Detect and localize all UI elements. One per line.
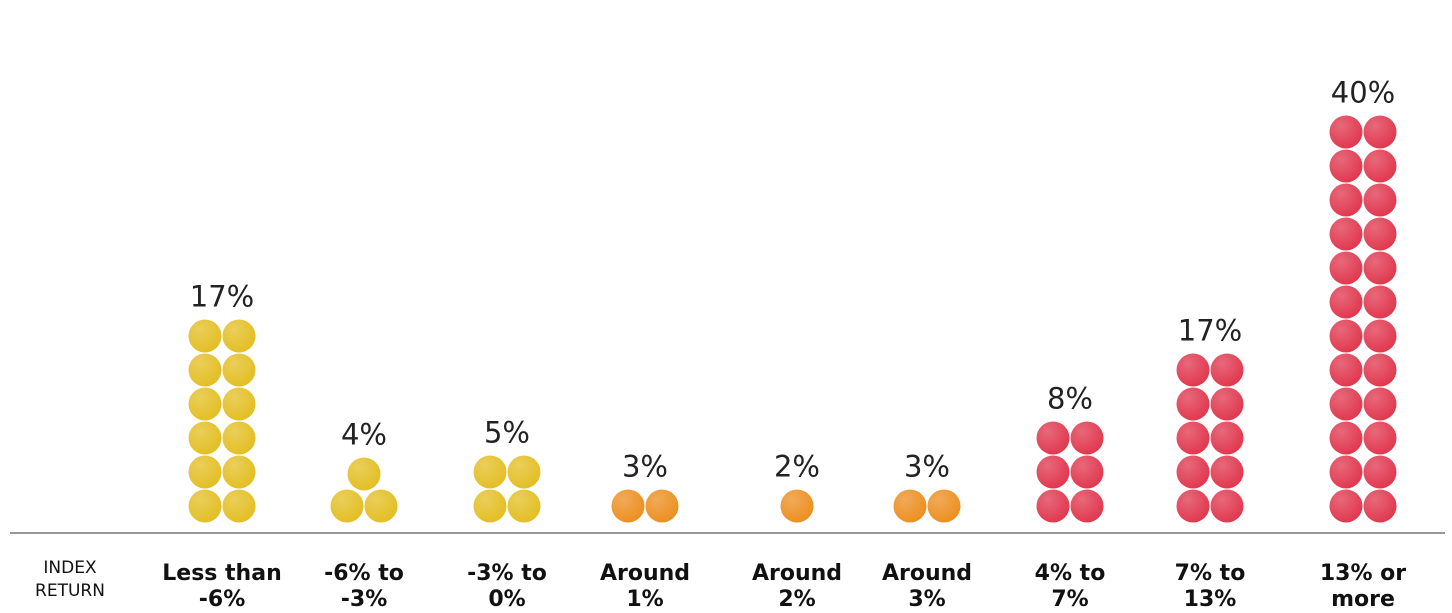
dot-1-12 xyxy=(222,319,256,353)
dot-3-2 xyxy=(507,489,541,523)
value-label-6: 3% xyxy=(904,450,950,484)
dot-9-13 xyxy=(1329,285,1363,319)
dot-8-8 xyxy=(1210,387,1244,421)
category-label-5-line-1: Around xyxy=(752,561,842,586)
dot-1-6 xyxy=(222,421,256,455)
category-label-7-line-2: 7% xyxy=(1051,587,1088,612)
category-label-4-line-1: Around xyxy=(600,561,690,586)
dot-8-2 xyxy=(1210,489,1244,523)
dot-2-3 xyxy=(347,457,381,491)
dot-3-1 xyxy=(473,489,507,523)
dot-9-20 xyxy=(1363,183,1397,217)
dot-8-1 xyxy=(1176,489,1210,523)
x-axis-title-line-1: INDEX xyxy=(43,558,97,578)
dot-1-8 xyxy=(222,387,256,421)
dot-6-2 xyxy=(927,489,961,523)
dot-9-3 xyxy=(1329,455,1363,489)
dot-9-24 xyxy=(1363,115,1397,149)
category-label-6-line-2: 3% xyxy=(908,587,945,612)
dot-1-10 xyxy=(222,353,256,387)
dot-8-5 xyxy=(1176,421,1210,455)
category-label-2-line-2: -3% xyxy=(341,587,387,612)
dot-9-11 xyxy=(1329,319,1363,353)
category-label-9-line-1: 13% or xyxy=(1320,561,1406,586)
dot-7-6 xyxy=(1070,421,1104,455)
dot-1-4 xyxy=(222,455,256,489)
dot-1-5 xyxy=(188,421,222,455)
dot-9-18 xyxy=(1363,217,1397,251)
dot-8-7 xyxy=(1176,387,1210,421)
dot-9-17 xyxy=(1329,217,1363,251)
category-label-8-line-1: 7% to xyxy=(1175,561,1246,586)
category-label-1-line-2: -6% xyxy=(199,587,245,612)
dot-8-4 xyxy=(1210,455,1244,489)
value-label-2: 4% xyxy=(341,418,387,452)
category-label-9-line-2: more xyxy=(1331,587,1395,612)
dot-9-2 xyxy=(1363,489,1397,523)
dot-1-7 xyxy=(188,387,222,421)
dot-2-1 xyxy=(330,489,364,523)
dot-9-16 xyxy=(1363,251,1397,285)
dot-9-15 xyxy=(1329,251,1363,285)
dot-8-10 xyxy=(1210,353,1244,387)
dot-1-2 xyxy=(222,489,256,523)
dot-7-2 xyxy=(1070,489,1104,523)
dot-8-6 xyxy=(1210,421,1244,455)
category-label-2-line-1: -6% to xyxy=(324,561,404,586)
value-label-7: 8% xyxy=(1047,382,1093,416)
dot-9-22 xyxy=(1363,149,1397,183)
category-label-5-line-2: 2% xyxy=(778,587,815,612)
dot-3-4 xyxy=(507,455,541,489)
value-label-3: 5% xyxy=(484,416,530,450)
dot-9-14 xyxy=(1363,285,1397,319)
dot-9-12 xyxy=(1363,319,1397,353)
value-label-9: 40% xyxy=(1331,76,1395,110)
category-label-1-line-1: Less than xyxy=(162,561,281,586)
dot-3-3 xyxy=(473,455,507,489)
dot-2-2 xyxy=(364,489,398,523)
value-label-8: 17% xyxy=(1178,314,1242,348)
dot-9-6 xyxy=(1363,421,1397,455)
dot-5-1 xyxy=(780,489,814,523)
dot-9-10 xyxy=(1363,353,1397,387)
dot-9-7 xyxy=(1329,387,1363,421)
value-label-4: 3% xyxy=(622,450,668,484)
dot-9-19 xyxy=(1329,183,1363,217)
dot-9-5 xyxy=(1329,421,1363,455)
value-label-5: 2% xyxy=(774,450,820,484)
dot-7-5 xyxy=(1036,421,1070,455)
dot-9-1 xyxy=(1329,489,1363,523)
category-label-4-line-2: 1% xyxy=(626,587,663,612)
dot-7-3 xyxy=(1036,455,1070,489)
dot-8-3 xyxy=(1176,455,1210,489)
dot-8-9 xyxy=(1176,353,1210,387)
category-label-3-line-1: -3% to xyxy=(467,561,547,586)
dot-9-4 xyxy=(1363,455,1397,489)
dot-9-8 xyxy=(1363,387,1397,421)
dot-1-9 xyxy=(188,353,222,387)
value-label-1: 17% xyxy=(190,280,254,314)
dot-4-2 xyxy=(645,489,679,523)
dot-7-1 xyxy=(1036,489,1070,523)
dot-6-1 xyxy=(893,489,927,523)
dot-1-3 xyxy=(188,455,222,489)
category-label-7-line-1: 4% to xyxy=(1035,561,1106,586)
dot-1-11 xyxy=(188,319,222,353)
dot-9-23 xyxy=(1329,115,1363,149)
dot-9-21 xyxy=(1329,149,1363,183)
dot-9-9 xyxy=(1329,353,1363,387)
x-axis-title-line-2: RETURN xyxy=(35,581,105,601)
dot-1-1 xyxy=(188,489,222,523)
category-label-6-line-1: Around xyxy=(882,561,972,586)
category-label-8-line-2: 13% xyxy=(1184,587,1237,612)
dot-7-4 xyxy=(1070,455,1104,489)
dot-4-1 xyxy=(611,489,645,523)
category-label-3-line-2: 0% xyxy=(488,587,525,612)
